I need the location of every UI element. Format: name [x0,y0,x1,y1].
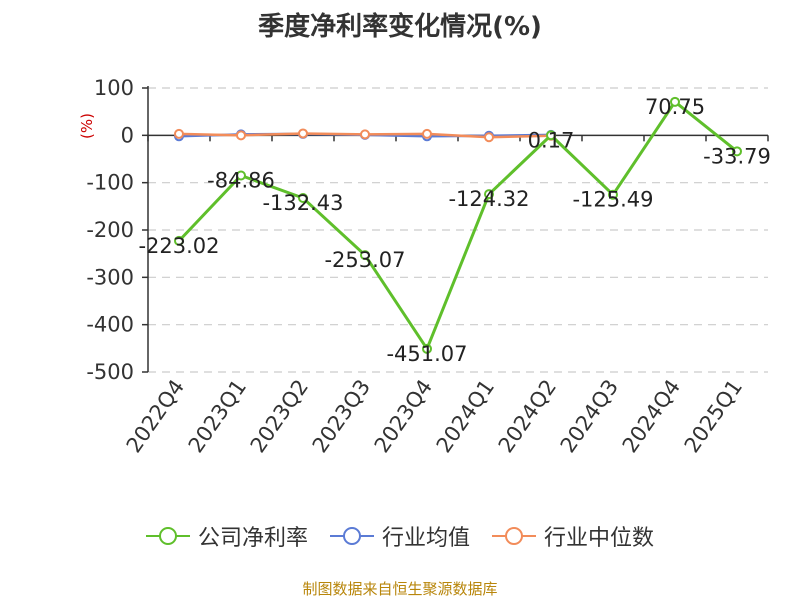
x-tick-label: 2025Q1 [680,375,747,457]
legend-marker-icon [145,527,190,545]
data-label: 0.17 [528,128,575,152]
source-note: 制图数据来自恒生聚源数据库 [302,580,498,598]
y-tick-label: 0 [121,123,134,147]
y-tick-label: -100 [86,171,134,195]
data-point [360,129,370,140]
data-point [732,146,742,157]
x-tick-label: 2022Q4 [122,375,189,457]
y-tick-label: -300 [86,265,134,289]
y-tick-label: -500 [86,360,134,384]
legend: 公司净利率 行业均值 行业中位数 [0,520,800,552]
data-point [608,189,618,200]
legend-marker-icon [492,527,536,545]
data-point [174,235,184,246]
x-tick-label: 2023Q3 [308,375,375,457]
data-point [484,132,494,143]
data-label: -451.07 [386,342,467,366]
data-point [484,189,494,200]
y-axis-label: (%) [78,113,96,139]
legend-label: 公司净利率 [197,526,308,551]
data-label: -125.49 [572,188,653,212]
data-label: -33.79 [703,144,771,168]
legend-item-industry-mean[interactable]: 行业均值 [329,520,470,552]
legend-marker-icon [329,527,374,545]
legend-label: 行业中位数 [544,526,655,551]
data-label: -84.86 [207,169,275,193]
data-point [670,96,680,107]
chart-title: 季度净利率变化情况(%) [258,12,542,42]
data-point [360,250,370,261]
data-label: -253.07 [324,248,405,272]
legend-item-industry-median[interactable]: 行业中位数 [492,520,654,552]
data-point [174,128,184,139]
y-tick-label: -200 [86,218,134,242]
data-point [236,170,246,181]
data-point [546,130,556,141]
data-point [236,130,246,141]
x-tick-label: 2024Q3 [556,375,623,457]
legend-item-company[interactable]: 公司净利率 [145,520,308,552]
series-line-0 [177,99,738,353]
data-point [298,193,308,204]
x-tick-label: 2023Q2 [246,375,313,457]
data-label: -223.02 [138,234,219,258]
data-point [422,128,432,139]
y-tick-label: -400 [86,313,134,337]
data-point [422,343,432,354]
y-tick-label: 100 [94,76,134,100]
legend-label: 行业均值 [381,526,470,551]
data-label: -132.43 [262,191,343,215]
x-tick-label: 2023Q4 [370,375,437,457]
data-point [298,128,308,139]
x-tick-label: 2024Q2 [494,375,561,457]
data-label: 70.75 [645,95,705,119]
data-label: -124.32 [448,187,529,211]
x-tick-label: 2023Q1 [184,375,251,457]
x-tick-label: 2024Q1 [432,375,499,457]
x-tick-label: 2024Q4 [618,375,685,457]
